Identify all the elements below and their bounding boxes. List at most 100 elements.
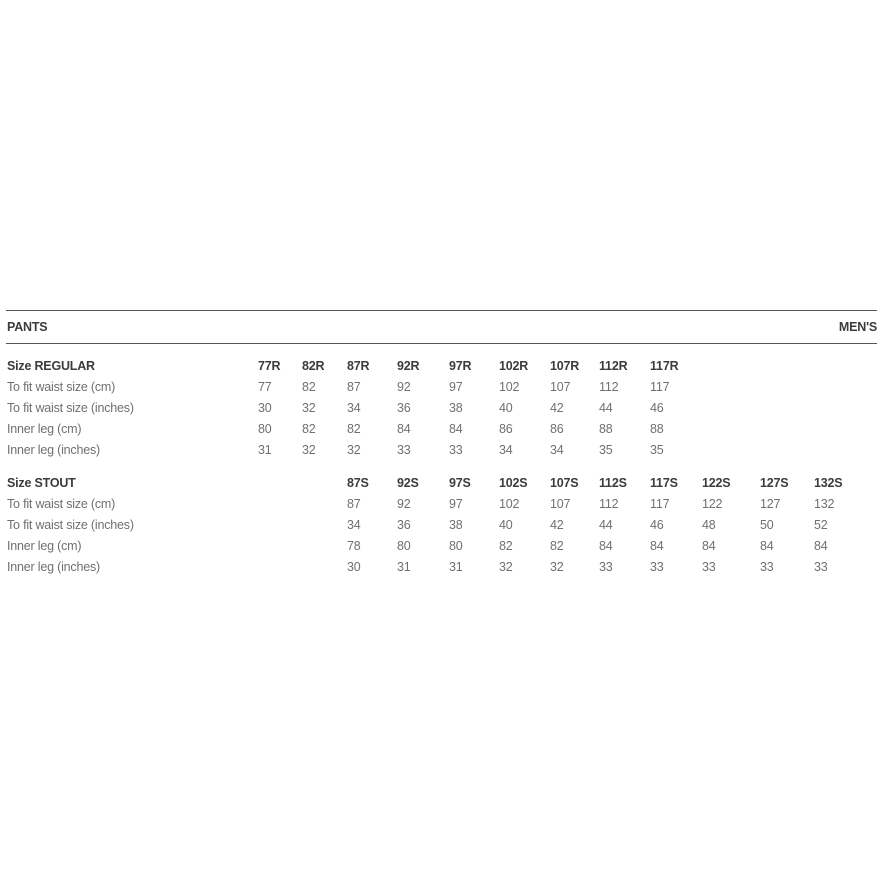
stout-size-header: 127S <box>760 476 789 490</box>
stout-cell: 32 <box>499 560 513 574</box>
regular-cell: 34 <box>550 443 564 457</box>
stout-cell: 112 <box>599 497 619 511</box>
regular-cell: 34 <box>499 443 513 457</box>
regular-cell: 82 <box>302 422 316 436</box>
stout-cell: 97 <box>449 497 463 511</box>
stout-cell: 30 <box>347 560 361 574</box>
regular-size-header: 117R <box>650 359 679 373</box>
stout-cell: 84 <box>702 539 716 553</box>
regular-cell: 32 <box>347 443 361 457</box>
regular-cell: 84 <box>449 422 463 436</box>
regular-cell: 97 <box>449 380 463 394</box>
regular-cell: 32 <box>302 443 316 457</box>
stout-cell: 84 <box>650 539 664 553</box>
stout-cell: 127 <box>760 497 781 511</box>
regular-size-heading: Size REGULAR <box>7 359 95 373</box>
stout-cell: 50 <box>760 518 774 532</box>
regular-size-header: 97R <box>449 359 472 373</box>
stout-cell: 84 <box>814 539 828 553</box>
regular-size-header: 77R <box>258 359 281 373</box>
regular-cell: 35 <box>599 443 613 457</box>
regular-cell: 86 <box>550 422 564 436</box>
stout-cell: 44 <box>599 518 613 532</box>
stout-cell: 84 <box>599 539 613 553</box>
regular-cell: 38 <box>449 401 463 415</box>
regular-cell: 107 <box>550 380 571 394</box>
regular-size-header: 107R <box>550 359 580 373</box>
stout-cell: 31 <box>397 560 411 574</box>
regular-cell: 82 <box>302 380 316 394</box>
stout-cell: 42 <box>550 518 564 532</box>
regular-cell: 88 <box>650 422 664 436</box>
regular-cell: 30 <box>258 401 272 415</box>
regular-cell: 35 <box>650 443 664 457</box>
regular-row-label: To fit waist size (cm) <box>7 380 116 394</box>
regular-cell: 40 <box>499 401 513 415</box>
stout-size-header: 112S <box>599 476 627 490</box>
regular-cell: 77 <box>258 380 272 394</box>
stout-cell: 107 <box>550 497 571 511</box>
stout-row-label: Inner leg (cm) <box>7 539 82 553</box>
regular-cell: 44 <box>599 401 613 415</box>
stout-cell: 52 <box>814 518 828 532</box>
stout-size-header: 122S <box>702 476 731 490</box>
stout-cell: 84 <box>760 539 774 553</box>
regular-cell: 80 <box>258 422 272 436</box>
stout-size-header: 102S <box>499 476 528 490</box>
stout-cell: 31 <box>449 560 463 574</box>
regular-cell: 33 <box>449 443 463 457</box>
stout-size-header: 132S <box>814 476 843 490</box>
regular-cell: 84 <box>397 422 411 436</box>
stout-cell: 33 <box>599 560 613 574</box>
stout-cell: 40 <box>499 518 513 532</box>
section-title: PANTS <box>7 320 48 334</box>
top-divider <box>6 310 877 311</box>
regular-size-header: 92R <box>397 359 420 373</box>
regular-cell: 112 <box>599 380 619 394</box>
stout-cell: 92 <box>397 497 411 511</box>
regular-cell: 87 <box>347 380 361 394</box>
regular-row-label: Inner leg (inches) <box>7 443 100 457</box>
stout-cell: 80 <box>449 539 463 553</box>
stout-size-header: 117S <box>650 476 678 490</box>
stout-size-header: 87S <box>347 476 369 490</box>
regular-row-label: To fit waist size (inches) <box>7 401 134 415</box>
stout-cell: 132 <box>814 497 835 511</box>
regular-cell: 36 <box>397 401 411 415</box>
stout-cell: 34 <box>347 518 361 532</box>
regular-cell: 31 <box>258 443 272 457</box>
regular-size-header: 102R <box>499 359 529 373</box>
stout-cell: 33 <box>760 560 774 574</box>
stout-cell: 80 <box>397 539 411 553</box>
regular-cell: 34 <box>347 401 361 415</box>
stout-size-heading: Size STOUT <box>7 476 76 490</box>
regular-size-header: 87R <box>347 359 370 373</box>
stout-size-header: 107S <box>550 476 579 490</box>
stout-cell: 82 <box>499 539 513 553</box>
stout-cell: 33 <box>650 560 664 574</box>
stout-cell: 117 <box>650 497 670 511</box>
stout-cell: 38 <box>449 518 463 532</box>
regular-size-header: 82R <box>302 359 325 373</box>
stout-row-label: To fit waist size (inches) <box>7 518 134 532</box>
regular-cell: 117 <box>650 380 670 394</box>
regular-cell: 102 <box>499 380 520 394</box>
stout-size-header: 92S <box>397 476 419 490</box>
stout-cell: 33 <box>702 560 716 574</box>
stout-cell: 48 <box>702 518 716 532</box>
regular-cell: 82 <box>347 422 361 436</box>
stout-cell: 87 <box>347 497 361 511</box>
category-label: MEN'S <box>838 320 877 334</box>
stout-cell: 102 <box>499 497 520 511</box>
stout-cell: 82 <box>550 539 564 553</box>
stout-cell: 33 <box>814 560 828 574</box>
header-divider <box>6 343 877 344</box>
stout-row-label: To fit waist size (cm) <box>7 497 116 511</box>
stout-cell: 122 <box>702 497 723 511</box>
stout-cell: 32 <box>550 560 564 574</box>
stout-row-label: Inner leg (inches) <box>7 560 100 574</box>
regular-cell: 46 <box>650 401 664 415</box>
regular-cell: 33 <box>397 443 411 457</box>
regular-cell: 86 <box>499 422 513 436</box>
